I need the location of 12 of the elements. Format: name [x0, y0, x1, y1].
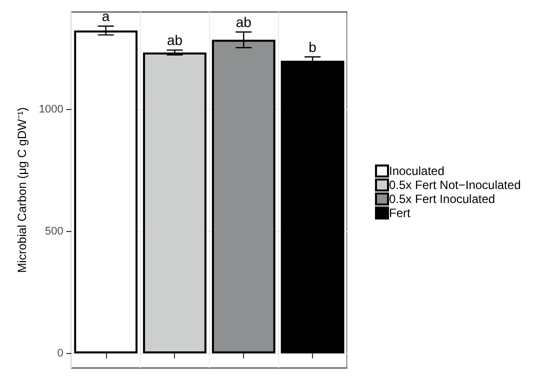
annotation: b: [308, 38, 317, 55]
legend-label: Inoculated: [389, 164, 444, 178]
y-tick-label: 1000: [38, 104, 64, 116]
y-axis-title: Microbial Carbon (μg C gDW⁻¹): [15, 107, 29, 273]
legend-label: 0.5x Fert Not−Inoculated: [389, 178, 521, 192]
annotation: ab: [166, 32, 183, 48]
annotation: a: [102, 8, 110, 24]
legend-label: Fert: [389, 206, 411, 220]
legend-label: 0.5x Fert Inoculated: [389, 192, 496, 206]
annotation: ab: [236, 14, 252, 30]
y-tick-label: 500: [45, 225, 64, 238]
y-tick-label: 0: [57, 347, 64, 360]
